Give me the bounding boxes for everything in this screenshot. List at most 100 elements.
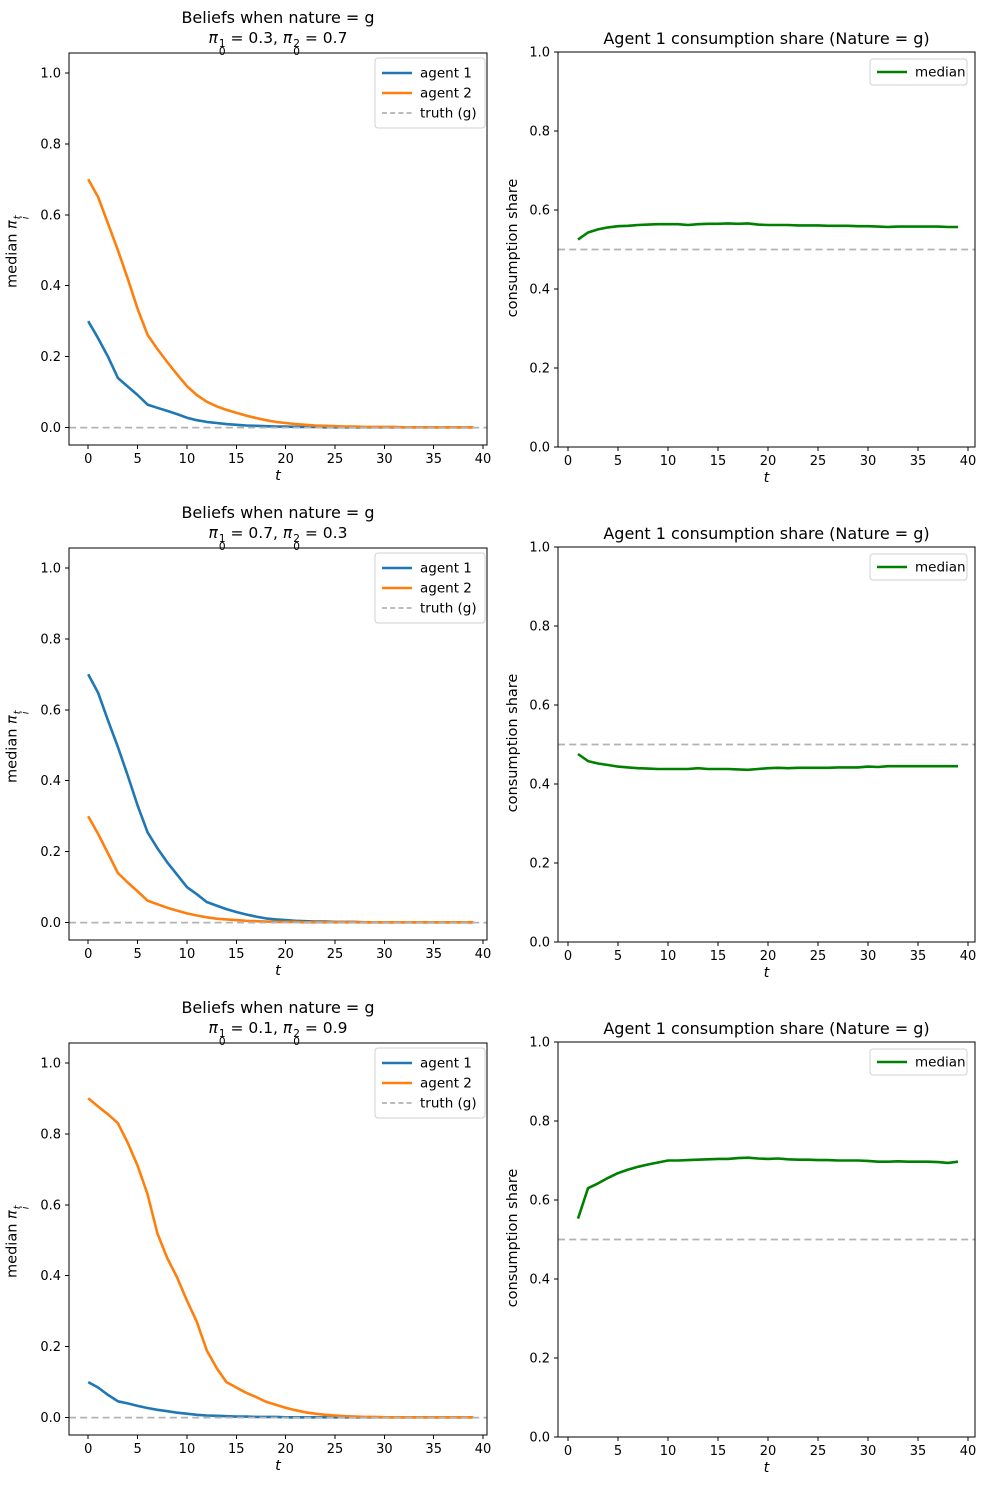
plot-border [68, 547, 488, 941]
y-tick-label: 0.2 [40, 845, 61, 860]
x-axis-label: t [275, 468, 281, 484]
y-tick-label: 0.6 [40, 1198, 61, 1213]
x-tick-label: 35 [425, 1442, 442, 1457]
y-tick-label: 0.0 [529, 936, 550, 951]
plot-border [557, 546, 976, 943]
legend-label-1: median [915, 560, 966, 576]
y-tick-label: 0.0 [529, 441, 550, 456]
legend-label-2: agent 2 [420, 581, 472, 597]
plot-border [68, 1042, 488, 1436]
x-tick-label: 10 [179, 1442, 196, 1457]
agent-2-line [87, 178, 474, 429]
legend-label-2: agent 2 [420, 1076, 472, 1092]
x-tick-label: 35 [910, 454, 927, 469]
x-tick-label: 5 [614, 949, 622, 964]
y-tick-label: 0.6 [529, 1194, 550, 1209]
x-tick-label: 30 [376, 1442, 393, 1457]
y-tick-label: 0.4 [529, 1273, 550, 1288]
x-tick-label: 15 [228, 1442, 245, 1457]
agent-1-line [87, 1380, 474, 1419]
y-tick-label: 0.0 [40, 916, 61, 931]
x-tick-label: 10 [179, 947, 196, 962]
legend-box [374, 1047, 486, 1119]
x-tick-label: 10 [660, 949, 677, 964]
x-tick-label: 25 [810, 454, 827, 469]
x-tick-label: 20 [760, 454, 777, 469]
x-tick-label: 20 [760, 949, 777, 964]
legend-label-1: agent 1 [420, 561, 472, 577]
y-tick-label: 0.4 [40, 774, 61, 789]
x-tick-label: 40 [960, 1444, 977, 1459]
x-tick-label: 20 [277, 1442, 294, 1457]
x-tick-label: 30 [376, 452, 393, 467]
y-tick-label: 0.8 [40, 137, 61, 152]
y-axis-label: consumption share [505, 1168, 521, 1307]
y-tick-label: 0.6 [529, 699, 550, 714]
agent-1-line [87, 320, 474, 429]
legend-label-1: median [915, 65, 966, 81]
legend-label-1: median [915, 1055, 966, 1071]
legend-label-3: truth (g) [420, 106, 477, 122]
x-tick-label: 5 [133, 947, 141, 962]
x-tick-label: 15 [228, 452, 245, 467]
x-tick-label: 25 [327, 1442, 344, 1457]
legend-label-1: agent 1 [420, 66, 472, 82]
x-tick-label: 15 [710, 454, 727, 469]
y-tick-label: 0.0 [40, 421, 61, 436]
chart-title: Beliefs when nature = g [181, 503, 375, 522]
legend-box [374, 57, 486, 129]
y-tick-label: 0.8 [529, 1115, 550, 1130]
median-line [576, 1156, 959, 1220]
x-axis-label: t [763, 965, 770, 981]
x-tick-label: 30 [860, 1444, 877, 1459]
legend-box [869, 1048, 968, 1076]
x-tick-label: 40 [960, 454, 977, 469]
y-tick-label: 0.8 [40, 1127, 61, 1142]
x-tick-label: 30 [860, 454, 877, 469]
x-tick-label: 15 [228, 947, 245, 962]
x-tick-label: 0 [564, 1444, 572, 1459]
y-tick-label: 0.2 [529, 362, 550, 377]
x-tick-label: 40 [475, 947, 492, 962]
x-tick-label: 0 [564, 454, 572, 469]
x-tick-label: 20 [760, 1444, 777, 1459]
y-tick-label: 1.0 [40, 561, 61, 576]
legend: agent 1 agent 2 truth (g) [374, 552, 486, 624]
y-tick-label: 0.8 [529, 125, 550, 140]
y-tick-label: 1.0 [529, 541, 550, 556]
x-tick-label: 30 [376, 947, 393, 962]
median-line [577, 222, 958, 241]
plot-border [557, 51, 976, 448]
legend-label-1: agent 1 [420, 1056, 472, 1072]
y-axis-label: consumption share [505, 673, 521, 812]
x-tick-label: 10 [179, 452, 196, 467]
y-tick-label: 0.0 [529, 1431, 550, 1446]
y-tick-label: 0.4 [40, 1269, 61, 1284]
y-tick-label: 0.4 [529, 778, 550, 793]
y-tick-label: 0.2 [40, 350, 61, 365]
x-tick-label: 0 [84, 947, 92, 962]
x-tick-label: 35 [425, 947, 442, 962]
x-tick-label: 25 [327, 452, 344, 467]
x-tick-label: 5 [614, 1444, 622, 1459]
x-tick-label: 10 [660, 1444, 677, 1459]
x-tick-label: 25 [327, 947, 344, 962]
x-tick-label: 35 [425, 452, 442, 467]
plot-border [557, 1041, 976, 1438]
x-axis-label: t [763, 1460, 770, 1476]
y-tick-label: 0.4 [40, 279, 61, 294]
x-tick-label: 0 [564, 949, 572, 964]
x-tick-label: 20 [277, 947, 294, 962]
plot-border [68, 52, 488, 446]
x-tick-label: 40 [475, 452, 492, 467]
legend: agent 1 agent 2 truth (g) [374, 57, 486, 129]
